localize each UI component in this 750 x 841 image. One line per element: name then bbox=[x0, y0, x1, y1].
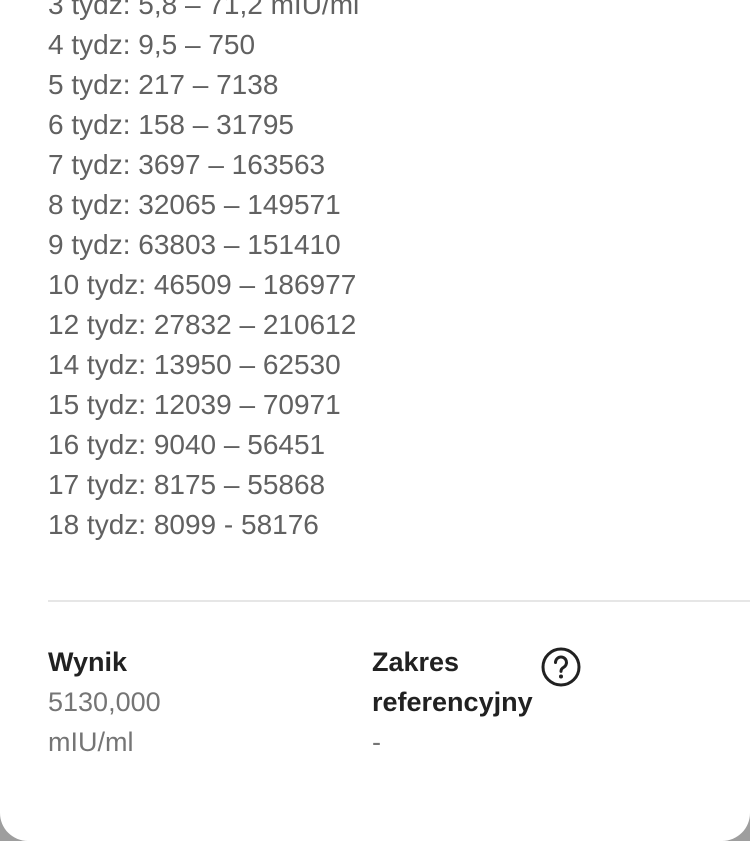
reference-line: 4 tydz: 9,5 – 750 bbox=[48, 29, 256, 60]
divider bbox=[48, 600, 750, 602]
reference-label: Zakres referencyjny bbox=[372, 647, 533, 717]
reference-line: 9 tydz: 63803 – 151410 bbox=[48, 229, 341, 260]
reference-column: Zakres referencyjny - bbox=[372, 642, 548, 762]
result-label: Wynik bbox=[48, 647, 128, 677]
reference-line: 15 tydz: 12039 – 70971 bbox=[48, 389, 341, 420]
reference-line: 10 tydz: 46509 – 186977 bbox=[48, 269, 357, 300]
reference-line: 3 tydz: 5,8 – 71,2 mIU/ml bbox=[48, 0, 360, 20]
reference-line: 12 tydz: 27832 – 210612 bbox=[48, 309, 357, 340]
reference-line: 7 tydz: 3697 – 163563 bbox=[48, 149, 326, 180]
reference-line: 18 tydz: 8099 - 58176 bbox=[48, 509, 319, 540]
reference-line: 8 tydz: 32065 – 149571 bbox=[48, 189, 341, 220]
result-value: 5130,000 bbox=[48, 687, 161, 717]
reference-line: 17 tydz: 8175 – 55868 bbox=[48, 469, 326, 500]
reference-value: - bbox=[372, 727, 381, 757]
result-unit: mIU/ml bbox=[48, 727, 134, 757]
reference-list: 3 tydz: 5,8 – 71,2 mIU/ml 4 tydz: 9,5 – 7… bbox=[48, 0, 359, 545]
reference-line: 16 tydz: 9040 – 56451 bbox=[48, 429, 326, 460]
help-icon[interactable] bbox=[540, 646, 582, 688]
reference-line: 6 tydz: 158 – 31795 bbox=[48, 109, 294, 140]
reference-line: 14 tydz: 13950 – 62530 bbox=[48, 349, 341, 380]
result-column: Wynik 5130,000 mIU/ml bbox=[48, 642, 161, 762]
reference-line: 5 tydz: 217 – 7138 bbox=[48, 69, 279, 100]
